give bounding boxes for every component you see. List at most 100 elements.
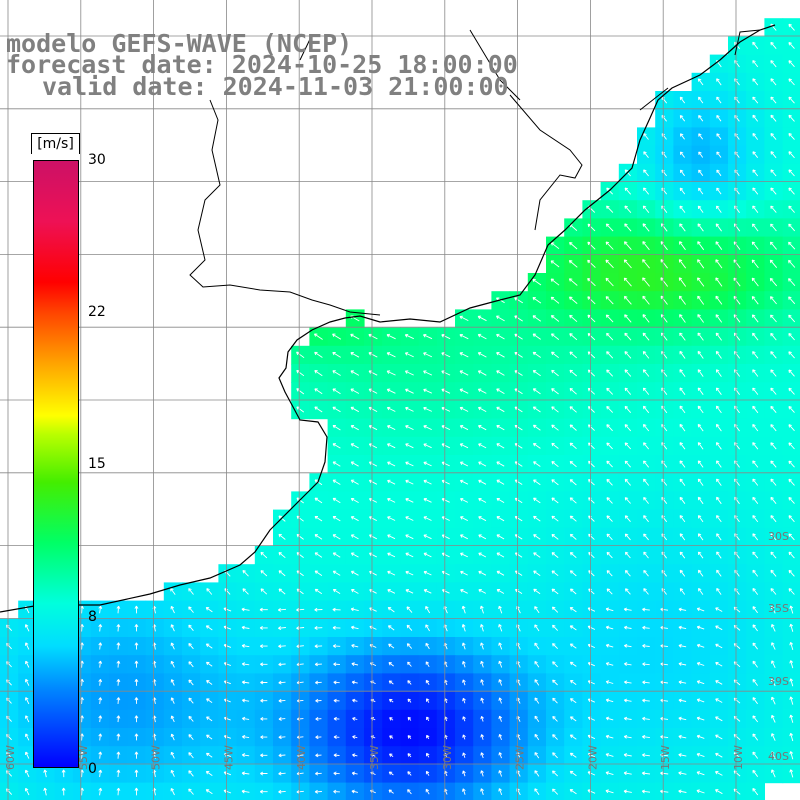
- wind-arrow: [260, 551, 268, 559]
- wind-arrow: [624, 533, 631, 541]
- wind-arrow: [715, 716, 723, 722]
- wind-arrow: [606, 533, 613, 541]
- wind-arrow: [642, 662, 650, 667]
- wind-arrow: [170, 751, 175, 759]
- wind-arrow: [679, 151, 685, 158]
- wind-arrow: [770, 223, 777, 232]
- wind-arrow: [332, 534, 341, 540]
- wind-arrow: [698, 96, 704, 104]
- wind-arrow: [605, 241, 614, 250]
- wind-arrow: [789, 714, 794, 723]
- wind-arrow: [789, 732, 794, 742]
- wind-arrow: [698, 587, 704, 595]
- wind-arrow: [498, 624, 503, 632]
- wind-arrow: [770, 424, 777, 432]
- longitude-labels: 60W 55W 50W 45W 40W 35W 30W 25W 20W 15W 10W: [4, 745, 745, 770]
- wind-arrow: [425, 624, 430, 632]
- wind-arrow: [462, 752, 466, 758]
- wind-arrow: [678, 607, 687, 612]
- wind-arrow: [697, 423, 704, 432]
- wind-arrow: [715, 752, 723, 758]
- wind-arrow: [716, 478, 722, 486]
- wind-arrow: [770, 314, 777, 323]
- wind-arrow: [368, 370, 378, 376]
- colorbar-tick-15: 15: [88, 456, 106, 472]
- wind-arrow: [170, 733, 175, 741]
- wind-arrow: [405, 388, 414, 394]
- wind-arrow: [98, 733, 103, 741]
- wind-arrow: [532, 278, 542, 286]
- wind-arrow: [643, 478, 650, 486]
- wind-arrow: [698, 114, 704, 122]
- wind-arrow: [498, 660, 503, 668]
- wind-arrow: [624, 698, 632, 703]
- wind-arrow: [696, 771, 705, 776]
- wind-arrow: [660, 789, 669, 794]
- wind-arrow: [259, 626, 268, 630]
- wind-arrow: [241, 625, 250, 630]
- wind-cell: [182, 782, 201, 800]
- wind-arrow: [533, 588, 541, 595]
- wind-arrow: [716, 460, 722, 468]
- wind-cell: [782, 182, 800, 201]
- wind-arrow: [697, 241, 705, 251]
- wind-arrow: [643, 133, 649, 140]
- wind-arrow: [771, 678, 776, 687]
- wind-arrow: [260, 753, 268, 758]
- wind-arrow: [679, 187, 686, 195]
- wind-arrow: [752, 515, 759, 523]
- wind-arrow: [679, 405, 686, 414]
- wind-arrow: [260, 717, 268, 721]
- wind-arrow: [498, 715, 503, 722]
- wind-arrow: [751, 295, 759, 305]
- wind-arrow: [770, 151, 777, 159]
- wind-arrow: [770, 169, 777, 177]
- wind-cell: [364, 782, 383, 800]
- wind-arrow: [642, 350, 650, 359]
- wind-arrow: [588, 442, 595, 450]
- wind-arrow: [532, 424, 541, 431]
- wind-arrow: [350, 534, 359, 540]
- wind-arrow: [533, 461, 541, 467]
- wind-arrow: [698, 169, 704, 176]
- wind-arrow: [551, 351, 559, 359]
- wind-arrow: [715, 223, 722, 232]
- wind-arrow: [789, 769, 794, 778]
- wind-arrow: [788, 533, 795, 541]
- wind-arrow: [569, 679, 577, 685]
- wind-arrow: [623, 753, 632, 757]
- wind-arrow: [389, 753, 394, 758]
- wind-arrow: [314, 662, 322, 667]
- wind-arrow: [715, 314, 723, 323]
- wind-arrow: [678, 771, 687, 776]
- wind-cell: [564, 782, 583, 800]
- wind-arrow: [170, 642, 175, 650]
- wind-arrow: [134, 769, 139, 778]
- wind-arrow: [350, 625, 359, 630]
- wind-arrow: [788, 278, 796, 286]
- wind-arrow: [715, 259, 723, 269]
- wind-arrow: [551, 406, 559, 413]
- wind-arrow: [534, 733, 540, 741]
- wind-arrow: [426, 734, 430, 740]
- wind-arrow: [278, 626, 286, 631]
- wind-arrow: [770, 405, 777, 413]
- wind-arrow: [551, 424, 559, 431]
- wind-arrow: [789, 751, 794, 760]
- wind-arrow: [679, 423, 686, 432]
- wind-arrow: [260, 570, 268, 577]
- wind-arrow: [314, 588, 323, 595]
- wind-arrow: [278, 717, 286, 721]
- wind-arrow: [332, 588, 341, 594]
- wind-arrow: [368, 352, 378, 358]
- wind-arrow: [550, 260, 560, 268]
- wind-arrow: [188, 606, 194, 613]
- wind-arrow: [479, 605, 484, 614]
- wind-arrow: [462, 788, 466, 795]
- wind-arrow: [134, 642, 139, 650]
- wind-arrow: [643, 515, 649, 523]
- wind-arrow: [241, 662, 250, 667]
- wind-arrow: [642, 753, 650, 758]
- wind-arrow: [551, 369, 559, 377]
- wind-arrow: [314, 644, 323, 649]
